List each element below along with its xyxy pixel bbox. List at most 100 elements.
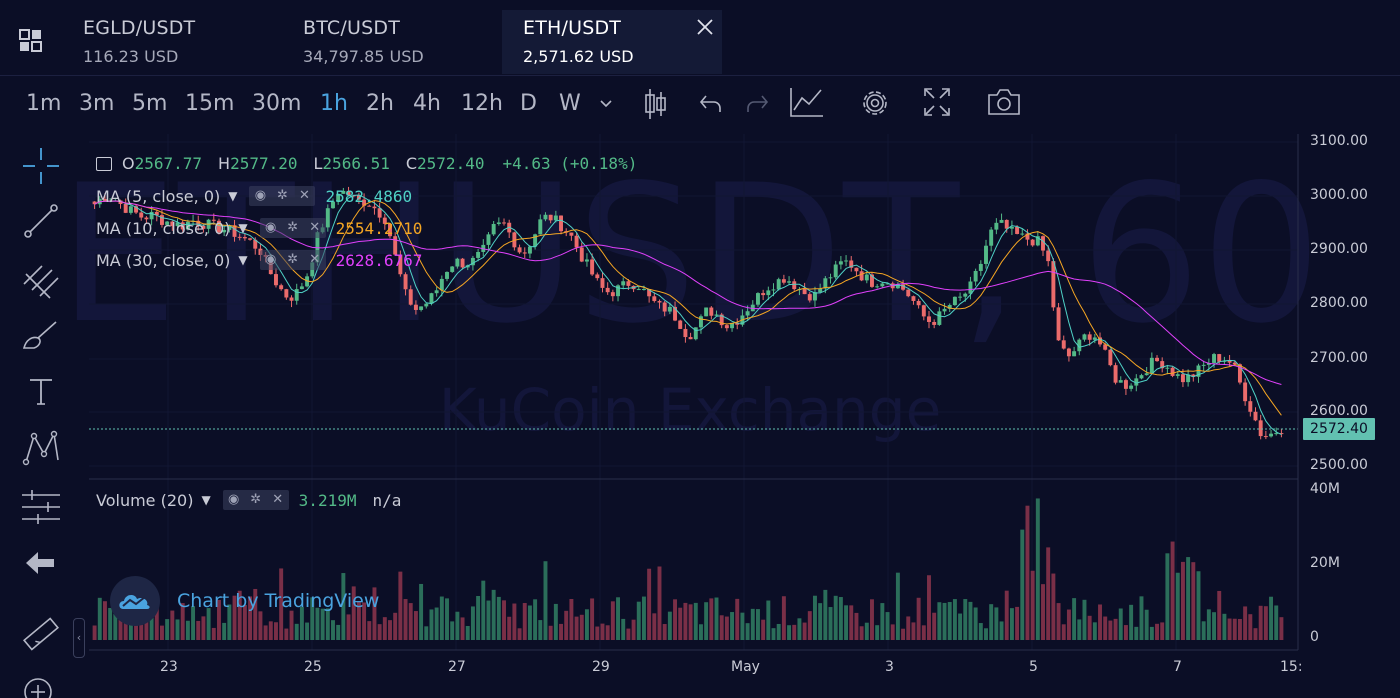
volume-bar: [968, 601, 973, 640]
redo-icon[interactable]: [744, 92, 770, 116]
timeframe-30m[interactable]: 30m: [252, 91, 302, 116]
gear-icon[interactable]: ✲: [250, 492, 262, 507]
caret-down-icon[interactable]: ▼: [228, 189, 238, 203]
eye-icon[interactable]: ◉: [228, 492, 240, 507]
volume-bar: [932, 612, 937, 640]
candle-body: [253, 239, 258, 249]
caret-down-icon[interactable]: ▼: [238, 221, 248, 235]
timeframe-12h[interactable]: 12h: [461, 91, 503, 116]
ruler-icon[interactable]: [20, 614, 62, 656]
timeframe-1h[interactable]: 1h: [320, 91, 348, 116]
candle-body: [289, 297, 294, 301]
caret-down-icon[interactable]: ▼: [238, 253, 248, 267]
eye-icon[interactable]: ◉: [254, 188, 267, 203]
volume-bar: [517, 628, 522, 640]
indicator-volume[interactable]: Volume (20) ▼ ◉ ✲ ✕ 3.219M n/a: [96, 490, 401, 510]
volume-bar: [693, 602, 698, 640]
candle-body: [838, 261, 843, 265]
volume-bar: [952, 599, 957, 640]
crosshair-icon[interactable]: [20, 145, 62, 187]
close-icon[interactable]: ✕: [299, 188, 310, 203]
candle-body: [932, 321, 937, 325]
text-icon[interactable]: [20, 370, 62, 412]
indicator-ma30[interactable]: MA (30, close, 0) ▼ ◉ ✲ ✕ 2628.6767: [96, 250, 422, 270]
fullscreen-icon[interactable]: [922, 86, 952, 118]
volume-bar: [797, 618, 802, 640]
volume-bar: [1206, 609, 1211, 640]
volume-bar: [895, 572, 900, 640]
layout-grid-icon[interactable]: [18, 28, 46, 54]
caret-down-icon[interactable]: ▼: [201, 493, 211, 507]
volume-bar: [626, 628, 631, 640]
candle-body: [144, 217, 149, 220]
candle-body: [1077, 339, 1082, 352]
pattern-icon[interactable]: [20, 426, 62, 468]
brush-icon[interactable]: [20, 314, 62, 356]
candle-body: [419, 306, 424, 310]
timeframe-1m[interactable]: 1m: [26, 91, 62, 116]
gear-icon[interactable]: ✲: [287, 220, 299, 235]
volume-bar: [652, 613, 657, 640]
volume-bar: [724, 616, 729, 640]
candle-body: [1243, 382, 1248, 402]
volume-bar: [242, 605, 247, 640]
measure-icon[interactable]: [20, 486, 62, 528]
candle-body: [180, 222, 185, 230]
indicators-icon[interactable]: [789, 86, 825, 118]
tradingview-badge[interactable]: Chart by TradingView: [110, 576, 379, 626]
collapse-toolbar-button[interactable]: ‹: [73, 618, 85, 658]
volume-bar: [465, 626, 470, 640]
volume-extra: n/a: [372, 490, 402, 510]
volume-bar: [667, 611, 672, 640]
trendline-icon[interactable]: [20, 200, 62, 242]
close-icon[interactable]: ✕: [309, 220, 321, 235]
close-icon[interactable]: [696, 18, 714, 36]
timeframe-w[interactable]: W: [559, 91, 581, 116]
volume-bar: [641, 596, 646, 640]
zoom-in-icon[interactable]: [20, 674, 62, 698]
gear-icon[interactable]: ✲: [287, 252, 299, 267]
volume-bar: [564, 610, 569, 640]
candle-body: [559, 215, 563, 232]
candle-body: [781, 279, 786, 283]
volume-bar: [1061, 624, 1066, 640]
chevron-down-icon[interactable]: [598, 98, 614, 110]
indicator-ma10[interactable]: MA (10, close, 0) ▼ ◉ ✲ ✕ 2554.2710: [96, 218, 422, 238]
back-arrow-icon[interactable]: [20, 542, 62, 584]
gear-icon[interactable]: [858, 86, 892, 120]
volume-bar: [818, 603, 823, 640]
tab-egld-usdt[interactable]: EGLD/USDT 116.23 USD: [62, 10, 282, 74]
tab-btc-usdt[interactable]: BTC/USDT 34,797.85 USD: [282, 10, 502, 74]
candlestick-icon[interactable]: [642, 86, 668, 122]
volume-bar: [175, 619, 180, 640]
volume-bar: [351, 586, 356, 640]
camera-icon[interactable]: [986, 86, 1022, 118]
gear-icon[interactable]: ✲: [277, 188, 288, 203]
candle-body: [237, 236, 242, 238]
pitchfork-icon[interactable]: [20, 258, 62, 300]
indicator-ma5[interactable]: MA (5, close, 0) ▼ ◉ ✲ ✕ 2582.4860: [96, 186, 412, 206]
timeframe-3m[interactable]: 3m: [79, 91, 115, 116]
candle-body: [698, 316, 703, 328]
volume-bar: [217, 599, 221, 640]
volume-bar: [248, 596, 253, 640]
candle-body: [496, 222, 501, 225]
candle-body: [165, 221, 170, 225]
candle-body: [590, 259, 595, 275]
tab-eth-usdt[interactable]: ETH/USDT 2,571.62 USD: [502, 10, 722, 74]
candle-body: [1258, 420, 1263, 437]
timeframe-2h[interactable]: 2h: [366, 91, 394, 116]
volume-bar: [336, 624, 341, 640]
timeframe-4h[interactable]: 4h: [413, 91, 441, 116]
timeframe-15m[interactable]: 15m: [185, 91, 235, 116]
volume-bar: [1237, 618, 1242, 640]
eye-icon[interactable]: ◉: [264, 220, 277, 235]
undo-icon[interactable]: [698, 92, 724, 116]
close-icon[interactable]: ✕: [272, 492, 284, 507]
symbol-box-icon[interactable]: [96, 156, 112, 171]
timeframe-d[interactable]: D: [520, 91, 537, 116]
eye-icon[interactable]: ◉: [264, 252, 277, 267]
candle-body: [248, 238, 253, 240]
close-icon[interactable]: ✕: [309, 252, 321, 267]
timeframe-5m[interactable]: 5m: [132, 91, 168, 116]
